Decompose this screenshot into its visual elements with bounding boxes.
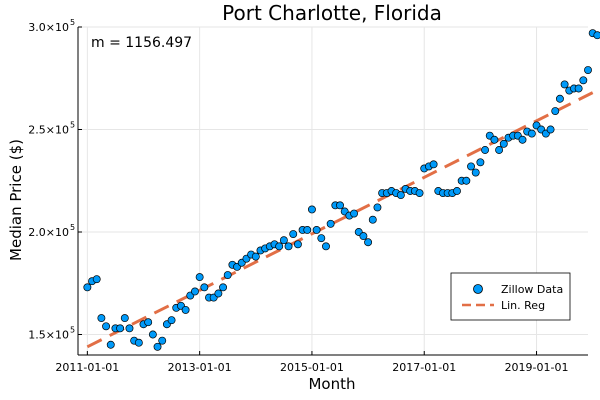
data-point xyxy=(373,203,382,212)
data-point xyxy=(574,84,583,93)
axes xyxy=(77,26,588,356)
y-tick-label: 1.5×10 xyxy=(28,329,69,342)
data-point xyxy=(158,336,167,345)
y-tick-exponent: 5 xyxy=(70,18,75,27)
data-points xyxy=(83,29,600,351)
y-tick-labels: 1.5×10 52.0×10 52.5×10 53.0×10 5 xyxy=(28,18,75,342)
data-point xyxy=(251,252,260,261)
data-point xyxy=(415,189,424,197)
data-point xyxy=(429,160,438,169)
data-point xyxy=(471,168,480,177)
data-point xyxy=(153,342,162,351)
x-tick-label: 2011-01-01 xyxy=(55,361,119,374)
y-tick-exponent: 5 xyxy=(70,223,75,232)
data-point xyxy=(336,201,344,210)
data-point xyxy=(499,139,508,148)
data-point xyxy=(120,314,129,323)
data-point xyxy=(368,215,377,224)
legend-label-regression: Lin. Reg xyxy=(501,299,545,312)
data-point xyxy=(102,322,111,331)
data-point xyxy=(551,107,560,116)
data-point xyxy=(584,66,592,75)
data-point xyxy=(593,31,600,40)
data-point xyxy=(116,324,125,333)
data-point xyxy=(326,219,335,228)
y-tick-label: 2.5×10 xyxy=(28,124,69,137)
data-point xyxy=(83,283,92,292)
data-point xyxy=(396,191,405,200)
data-point xyxy=(293,240,302,249)
data-point xyxy=(481,146,490,154)
y-tick-exponent: 5 xyxy=(70,326,75,335)
grid xyxy=(78,26,588,355)
data-point xyxy=(462,176,471,185)
data-point xyxy=(307,205,316,214)
regression-line xyxy=(86,91,594,349)
data-point xyxy=(181,305,190,314)
data-point xyxy=(303,225,312,234)
regression-line-segment xyxy=(86,91,594,349)
data-point xyxy=(148,330,157,339)
data-point xyxy=(467,162,475,171)
data-point xyxy=(364,238,373,247)
data-point xyxy=(219,283,227,292)
data-point xyxy=(490,135,499,144)
y-tick-label: 3.0×10 xyxy=(28,21,69,34)
legend-label-zillow: Zillow Data xyxy=(501,283,563,296)
data-point xyxy=(579,76,588,85)
y-tick-label: 2.0×10 xyxy=(28,226,69,239)
x-tick-labels: 2011-01-01 2013-01-01 2015-01-01 2017-01-01… xyxy=(55,361,568,374)
data-point xyxy=(144,318,153,327)
data-point xyxy=(214,289,223,298)
y-tick-exponent: 5 xyxy=(70,121,75,130)
data-point xyxy=(359,232,368,241)
data-point xyxy=(125,324,134,333)
data-point xyxy=(560,80,569,89)
x-tick-label: 2015-01-01 xyxy=(280,361,344,374)
legend: Zillow Data Lin. Reg xyxy=(450,272,571,321)
data-point xyxy=(289,230,298,238)
data-point xyxy=(453,187,461,195)
y-axis-label: Median Price ($) xyxy=(7,139,25,261)
data-point xyxy=(555,94,564,103)
data-point xyxy=(167,316,176,325)
data-point xyxy=(106,340,115,349)
x-tick-label: 2019-01-01 xyxy=(505,361,569,374)
x-tick-label: 2013-01-01 xyxy=(168,361,232,374)
data-point xyxy=(476,158,485,167)
data-point xyxy=(322,242,330,251)
data-point xyxy=(279,236,288,245)
x-tick-label: 2017-01-01 xyxy=(392,361,456,374)
slope-annotation: m = 1156.497 xyxy=(91,35,192,51)
data-point xyxy=(527,129,536,138)
x-axis-label: Month xyxy=(308,375,355,393)
data-point xyxy=(546,125,555,134)
data-point xyxy=(312,225,321,234)
data-point xyxy=(92,275,101,284)
data-point xyxy=(518,135,527,144)
data-point xyxy=(134,338,143,347)
data-point xyxy=(200,283,209,292)
data-point xyxy=(191,287,199,296)
data-point xyxy=(495,146,504,154)
data-point xyxy=(223,271,232,279)
data-point xyxy=(350,209,359,218)
data-point xyxy=(275,242,284,251)
data-point xyxy=(317,234,326,243)
chart-title: Port Charlotte, Florida xyxy=(222,1,442,25)
legend-box xyxy=(450,272,571,321)
data-point xyxy=(195,273,204,282)
data-point xyxy=(284,242,293,251)
data-point xyxy=(97,314,106,323)
legend-marker-zillow xyxy=(473,284,483,294)
